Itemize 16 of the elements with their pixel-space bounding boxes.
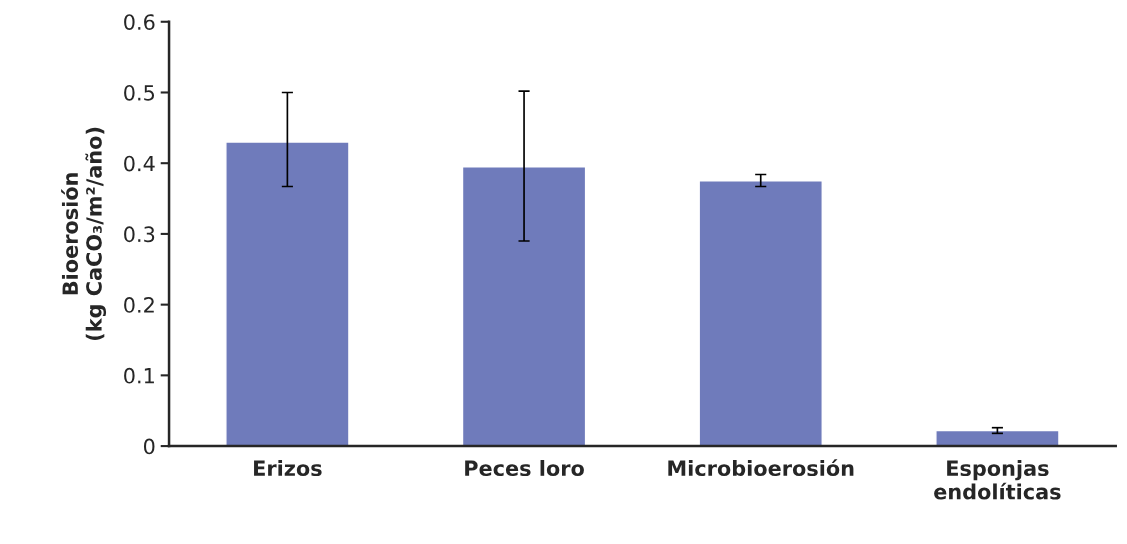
y-axis-title: Bioerosión (kg CaCO₃/m²/año) xyxy=(61,127,107,341)
y-tick-label: 0 xyxy=(143,438,155,455)
bar xyxy=(698,180,823,447)
x-tick-label: Erizos xyxy=(254,459,322,477)
x-tick-label: Peces loro xyxy=(465,459,584,477)
bar xyxy=(225,141,350,447)
bar xyxy=(935,429,1060,447)
y-tick-label: 0.3 xyxy=(124,226,155,243)
y-tick-label: 0.2 xyxy=(124,297,154,313)
y-tick-label: 0.4 xyxy=(124,155,155,172)
bar xyxy=(461,166,587,447)
y-tick-label: 0.1 xyxy=(124,367,154,384)
x-tick-label: Microbioerosión xyxy=(668,459,854,477)
x-tick-label: Esponjas endolíticas xyxy=(934,459,1061,500)
y-tick-label: 0.6 xyxy=(124,14,155,30)
y-tick-label: 0.5 xyxy=(124,84,155,101)
